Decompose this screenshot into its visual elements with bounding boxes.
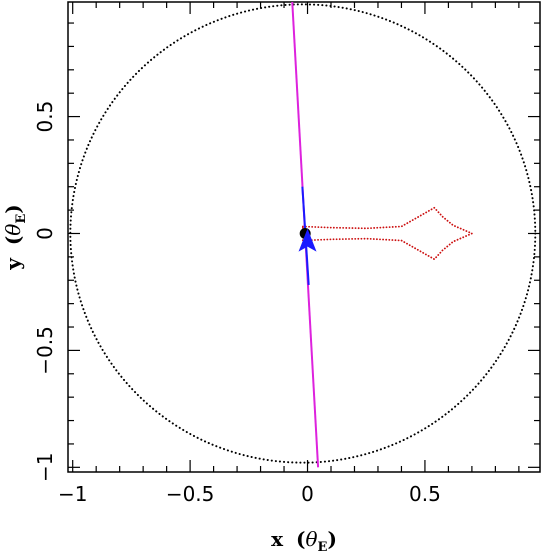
x-tick-label: −0.5 <box>166 482 215 506</box>
y-axis-label: y (θE) <box>1 204 29 271</box>
y-axis-close: ) <box>1 204 25 213</box>
y-tick-label: −1 <box>33 453 57 482</box>
y-axis-sub: E <box>14 214 29 224</box>
direction-arrow <box>298 228 317 252</box>
x-axis-var: x <box>271 527 284 551</box>
x-axis-theta: θ <box>305 527 317 551</box>
x-tick-label: 0.5 <box>409 482 441 506</box>
plot-content <box>69 2 537 468</box>
plot-area <box>69 2 537 468</box>
plot-frame <box>67 1 541 473</box>
y-axis-theta: θ <box>1 224 25 236</box>
y-tick-label: 0.5 <box>33 101 57 133</box>
y-tick-label: −0.5 <box>33 326 57 375</box>
ticks <box>68 2 540 472</box>
critical-curve <box>69 3 537 464</box>
y-axis-open: ( <box>1 236 25 245</box>
x-axis-label: x (θE) <box>271 527 337 555</box>
x-tick-label: −1 <box>58 482 87 506</box>
x-axis-open: ( <box>296 527 305 551</box>
x-axis-close: ) <box>327 527 336 551</box>
caustic-curve <box>301 206 473 261</box>
tick-labels: −1 −0.5 0 0.5 −1 −0.5 0 0.5 <box>33 101 441 506</box>
y-tick-label: 0 <box>33 227 57 240</box>
y-axis-var: y <box>1 257 25 271</box>
x-axis-sub: E <box>318 540 328 555</box>
x-tick-label: 0 <box>301 482 314 506</box>
